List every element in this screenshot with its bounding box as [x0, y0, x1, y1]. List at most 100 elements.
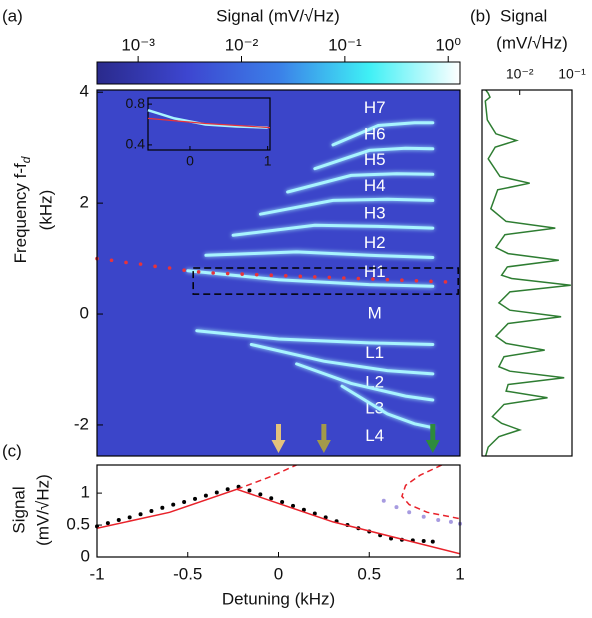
- zoom-box: [192, 267, 459, 295]
- guide-dot: [371, 277, 375, 281]
- x-tick-label: -1: [89, 564, 104, 583]
- colorbar-tick-label: 10⁻²: [225, 35, 259, 54]
- data-point: [421, 539, 426, 544]
- data-point: [407, 510, 412, 515]
- branch: [231, 223, 435, 237]
- guide-dot: [400, 278, 404, 283]
- branch: [340, 384, 435, 430]
- guide-dot: [385, 277, 390, 282]
- branch: [331, 121, 435, 147]
- data-point: [203, 493, 208, 498]
- panel-label: (b): [470, 6, 491, 25]
- y-axis-unit: (kHz): [36, 190, 55, 231]
- guide-dot: [196, 270, 201, 274]
- x-tick-label: 10⁻²: [506, 66, 534, 82]
- y-tick-label: 0: [81, 546, 90, 565]
- guide-dot: [342, 276, 346, 280]
- guide-dot: [356, 276, 361, 281]
- colorbar: [96, 61, 461, 85]
- plot-frame: [96, 89, 461, 457]
- data-point: [127, 515, 132, 520]
- data-point: [225, 487, 230, 492]
- data-point: [149, 509, 154, 513]
- branch-label: L4: [365, 426, 384, 445]
- y-tick-label: -2: [74, 414, 89, 433]
- panel-unit: (mV/√Hz): [496, 33, 568, 52]
- guide-dot: [283, 273, 288, 278]
- arrow: [271, 424, 286, 453]
- data-point: [247, 488, 252, 493]
- data-point: [301, 507, 306, 512]
- guide-dot: [240, 272, 244, 276]
- y-axis-label: Signal: [9, 486, 28, 533]
- guide-dot: [138, 262, 143, 266]
- y-tick-label: 0.5: [66, 515, 90, 534]
- data-point: [214, 490, 219, 495]
- branch-label: H2: [364, 233, 386, 252]
- data-point: [193, 496, 198, 501]
- branch: [295, 362, 435, 402]
- data-point: [448, 519, 453, 524]
- branch: [258, 197, 435, 216]
- data-point: [116, 517, 121, 522]
- panel-label: (c): [2, 441, 22, 460]
- y-tick-label: 4: [80, 82, 89, 101]
- y-axis-label-subscript: d: [19, 156, 33, 163]
- y-axis-label-text: Frequency f-f: [11, 163, 30, 263]
- colorbar-tick-label: 10⁻¹: [328, 35, 362, 54]
- guide-dot: [182, 268, 186, 273]
- data-point: [381, 498, 386, 503]
- fit-line: [97, 488, 460, 555]
- data-point: [430, 539, 435, 544]
- data-point: [436, 517, 441, 522]
- guide-dot: [414, 278, 419, 283]
- data-point: [291, 503, 296, 508]
- branch: [204, 250, 435, 259]
- y-tick-label: 0: [80, 304, 89, 323]
- plot-frame: [481, 89, 573, 457]
- data-point: [160, 505, 165, 510]
- branch-label: H1: [364, 262, 386, 281]
- inset-x-tick-label: 1: [264, 153, 272, 169]
- fit-line: [236, 465, 297, 491]
- data-point: [182, 500, 187, 505]
- arrow: [316, 424, 331, 453]
- fit-line: [401, 465, 460, 520]
- guide-dot: [124, 260, 128, 265]
- guide-dot: [298, 274, 303, 279]
- inset-y-tick-label: 0.4: [126, 136, 146, 152]
- branch-label: M: [368, 304, 382, 323]
- branch-label: L1: [365, 343, 384, 362]
- x-tick-label: 10⁻¹: [558, 66, 586, 82]
- branch-label: H3: [364, 204, 386, 223]
- inset-line: [147, 109, 268, 129]
- y-tick-label: 2: [80, 193, 89, 212]
- branch: [195, 329, 435, 346]
- x-tick-label: 1: [455, 564, 464, 583]
- data-point: [138, 512, 143, 517]
- colorbar-tick-label: 10⁰: [435, 35, 461, 54]
- data-point: [269, 496, 274, 501]
- guide-dot: [327, 275, 332, 280]
- branch-label: H6: [364, 124, 386, 143]
- colorbar-tick-label: 10⁻³: [121, 35, 155, 54]
- data-point: [171, 502, 176, 507]
- colorbar-label: Signal (mV/√Hz): [216, 6, 340, 25]
- spectrum-line: [484, 90, 571, 456]
- guide-dot: [225, 271, 230, 276]
- data-point: [280, 500, 285, 505]
- x-tick-label: -0.5: [173, 564, 202, 583]
- data-point: [394, 505, 399, 510]
- branch-label: H7: [364, 98, 386, 117]
- guide-dot: [167, 266, 172, 270]
- guide-dot: [313, 275, 317, 279]
- arrow: [425, 424, 440, 453]
- branch: [249, 343, 435, 376]
- y-axis-unit: (mV/√Hz): [33, 474, 52, 546]
- panel-title: Signal: [500, 6, 547, 25]
- guide-dot: [443, 280, 448, 284]
- guide-dot: [429, 279, 433, 284]
- branch: [313, 146, 435, 171]
